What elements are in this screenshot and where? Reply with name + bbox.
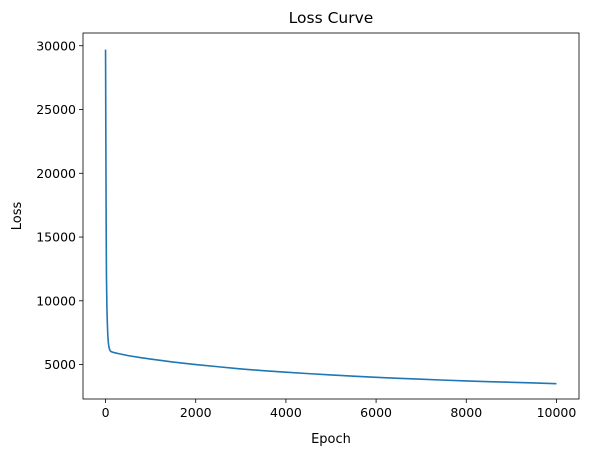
y-axis: 5000 10000 15000 20000 25000 30000 (36, 38, 83, 372)
chart-title: Loss Curve (289, 9, 374, 27)
x-axis-label: Epoch (311, 432, 351, 447)
x-tick-label: 10000 (537, 405, 577, 420)
axes-frame (82, 32, 580, 400)
y-tick-label: 25000 (36, 102, 76, 117)
x-tick-label: 4000 (270, 405, 302, 420)
y-tick-label: 30000 (36, 38, 76, 53)
y-tick-label: 10000 (36, 293, 76, 308)
y-tick-label: 15000 (36, 230, 76, 245)
y-axis-label: Loss (10, 202, 25, 231)
plot-area (104, 49, 557, 385)
x-tick-label: 6000 (360, 405, 392, 420)
loss-series-line (104, 49, 557, 385)
y-tick-label: 20000 (36, 166, 76, 181)
x-tick-label: 2000 (180, 405, 212, 420)
x-tick-label: 8000 (450, 405, 482, 420)
x-axis: 0 2000 4000 6000 8000 10000 (102, 399, 577, 420)
y-tick-label: 5000 (44, 357, 76, 372)
x-tick-label: 0 (102, 405, 110, 420)
